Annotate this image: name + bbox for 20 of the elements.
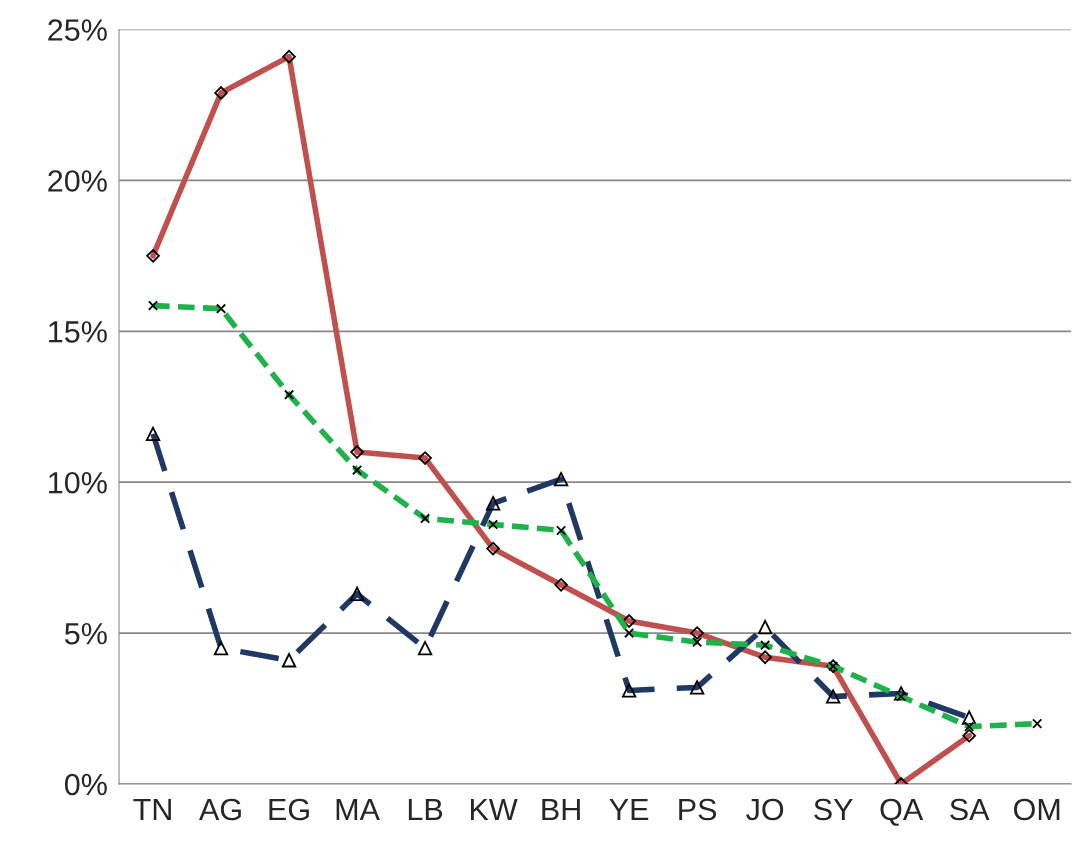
x-tick-label: AG — [199, 798, 241, 821]
x-tick-label: TN — [133, 799, 171, 821]
y-tick-label: 25% — [48, 19, 107, 41]
x-tick-label: BH — [542, 799, 580, 821]
y-tick-label: 10% — [49, 471, 107, 494]
x-tick-label: MA — [336, 799, 380, 821]
x-tick-label: LB — [408, 799, 443, 821]
y-tick-label: 5% — [64, 622, 107, 645]
y-tick-label: 15% — [49, 321, 107, 343]
x-tick-label: SA — [950, 798, 990, 821]
x-tick-label: KW — [470, 799, 518, 821]
y-tick-label: 20% — [48, 170, 107, 192]
x-tick-label: QA — [880, 798, 924, 826]
x-tick-label: EG — [269, 798, 309, 821]
x-tick-label: PS — [679, 798, 717, 821]
x-tick-label: JO — [746, 798, 784, 821]
x-tick-label: OM — [1014, 798, 1060, 821]
x-tick-label: YE — [609, 799, 649, 821]
x-tick-label: SY — [814, 798, 853, 821]
y-tick-label: 0% — [64, 773, 107, 796]
